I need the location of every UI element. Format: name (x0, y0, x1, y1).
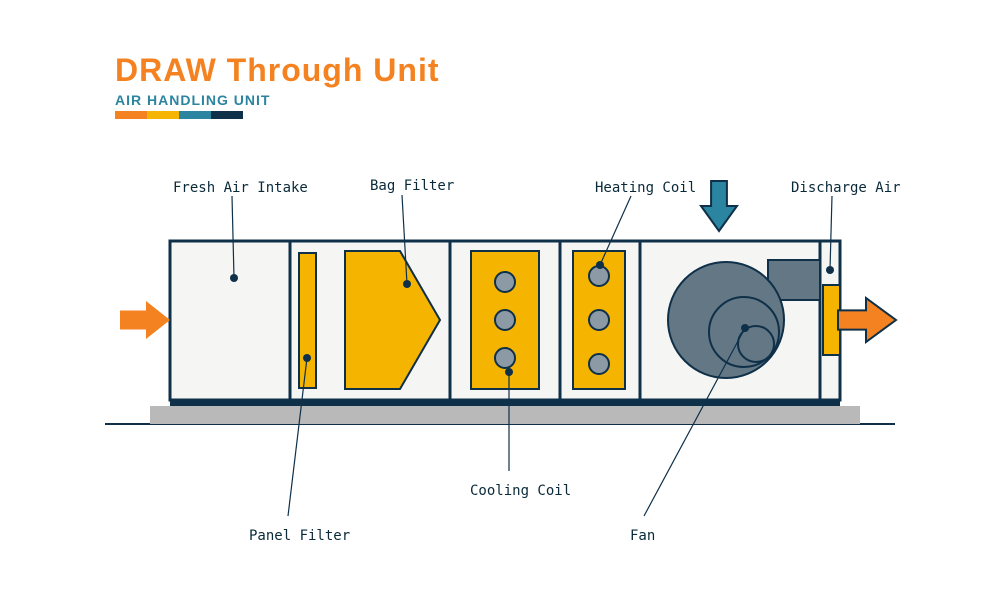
ahu-diagram (0, 0, 1000, 608)
diagram-canvas: DRAW Through Unit AIR HANDLING UNIT Fres… (0, 0, 1000, 608)
